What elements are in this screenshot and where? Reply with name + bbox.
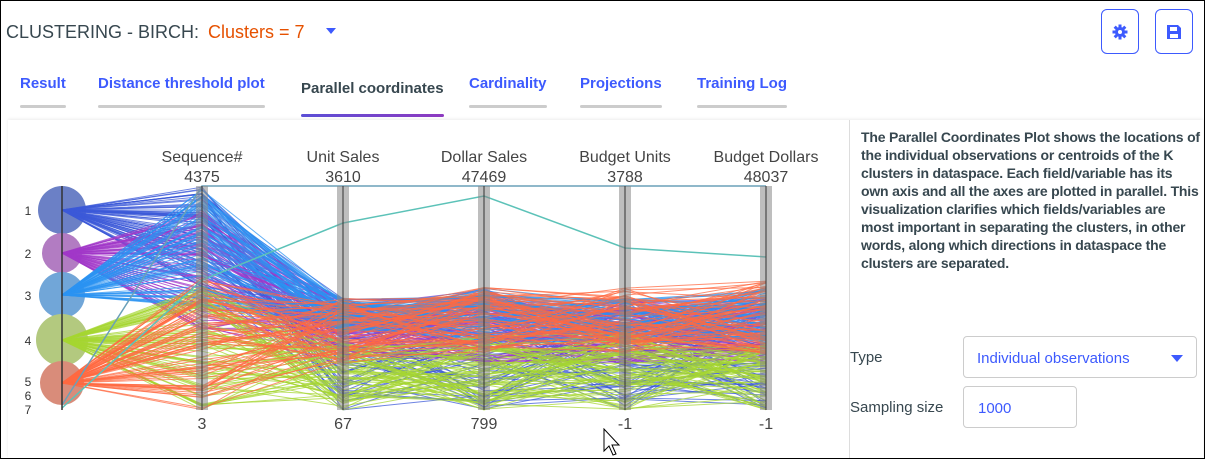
observation-line: [61, 288, 767, 384]
axis-max-label: 47469: [462, 169, 507, 186]
tab-training-log[interactable]: Training Log: [697, 75, 787, 108]
axis-title: Budget Units: [579, 149, 671, 166]
observation-line: [61, 287, 767, 384]
divider: [849, 120, 850, 458]
cluster-label: 1: [25, 204, 32, 218]
observation-line: [61, 301, 767, 384]
axis-max-label: 48037: [744, 169, 789, 186]
floppy-disk-icon: [1167, 24, 1181, 39]
tab-cardinality[interactable]: Cardinality: [469, 75, 547, 108]
gear-icon: [1112, 24, 1128, 39]
observation-line: [61, 285, 767, 384]
axis-title: Dollar Sales: [441, 149, 527, 166]
tab-label: Parallel coordinates: [301, 80, 444, 97]
tab-distance-threshold-plot[interactable]: Distance threshold plot: [98, 75, 265, 108]
chevron-down-icon[interactable]: [326, 28, 336, 34]
axis-title: Budget Dollars: [714, 149, 819, 166]
observation-line: [61, 300, 767, 384]
observation-line: [61, 339, 767, 392]
type-label: Type: [850, 349, 883, 366]
cluster-label: 2: [25, 247, 32, 261]
clusters-selector[interactable]: Clusters = 7: [208, 22, 305, 42]
observation-line: [61, 339, 767, 374]
observation-line: [61, 296, 767, 384]
tab-label: Cardinality: [469, 75, 547, 92]
observation-line: [61, 310, 767, 411]
observation-line: [61, 305, 767, 384]
tab-label: Training Log: [697, 75, 787, 92]
cluster-label: 7: [25, 403, 32, 417]
observation-line: [61, 301, 767, 402]
chevron-down-icon: [1171, 355, 1183, 362]
observation-line: [61, 286, 767, 384]
axis-max-label: 3788: [607, 169, 643, 186]
axis-min-label: -1: [759, 416, 773, 433]
observation-line: [61, 291, 767, 384]
observation-line: [61, 305, 767, 384]
observation-line: [61, 297, 767, 390]
axis-max-label: 3610: [325, 169, 361, 186]
observation-line: [61, 295, 767, 384]
observation-line: [61, 287, 767, 384]
sampling-size-input[interactable]: 1000: [963, 386, 1077, 428]
settings-button[interactable]: [1101, 9, 1139, 54]
plot-description: The Parallel Coordinates Plot shows the …: [861, 129, 1200, 271]
tab-projections[interactable]: Projections: [580, 75, 662, 108]
axis-min-label: -1: [618, 416, 632, 433]
type-select[interactable]: Individual observations: [963, 336, 1197, 378]
tab-result[interactable]: Result: [20, 75, 66, 108]
observation-line: [61, 295, 767, 384]
tab-label: Distance threshold plot: [98, 75, 265, 92]
cluster-label: 4: [25, 334, 32, 348]
observation-line: [61, 282, 767, 384]
observation-line: [61, 290, 767, 384]
observation-line: [61, 290, 767, 384]
observation-line: [61, 339, 767, 410]
axis-min-label: 67: [334, 416, 352, 433]
observation-line: [61, 305, 767, 384]
axis-title: Unit Sales: [307, 149, 380, 166]
observation-line: [61, 298, 767, 384]
observation-line: [61, 320, 767, 411]
axis-min-label: 3: [198, 416, 207, 433]
observation-line: [61, 233, 767, 363]
type-value: Individual observations: [977, 350, 1130, 367]
tab-label: Result: [20, 75, 66, 92]
axis-title: Sequence#: [162, 149, 243, 166]
observation-line: [61, 291, 767, 384]
mouse-cursor-icon: [603, 428, 621, 456]
observation-line: [61, 280, 767, 392]
cluster-label: 6: [25, 389, 32, 403]
save-button[interactable]: [1155, 9, 1193, 54]
sampling-size-label: Sampling size: [850, 399, 944, 416]
observation-line: [61, 339, 767, 401]
observation-line: [61, 339, 767, 398]
page-title: CLUSTERING - BIRCH:: [6, 22, 200, 42]
tab-label: Projections: [580, 75, 662, 92]
tab-parallel-coordinates[interactable]: Parallel coordinates: [301, 80, 444, 117]
axis-min-label: 799: [471, 416, 498, 433]
observation-line: [61, 290, 767, 402]
observation-line: [61, 185, 766, 406]
axis-max-label: 4375: [184, 169, 220, 186]
cluster-label: 5: [25, 375, 32, 389]
cluster-label: 3: [25, 289, 32, 303]
observation-line: [61, 282, 767, 384]
observation-line: [61, 195, 767, 409]
observation-line: [61, 307, 767, 396]
